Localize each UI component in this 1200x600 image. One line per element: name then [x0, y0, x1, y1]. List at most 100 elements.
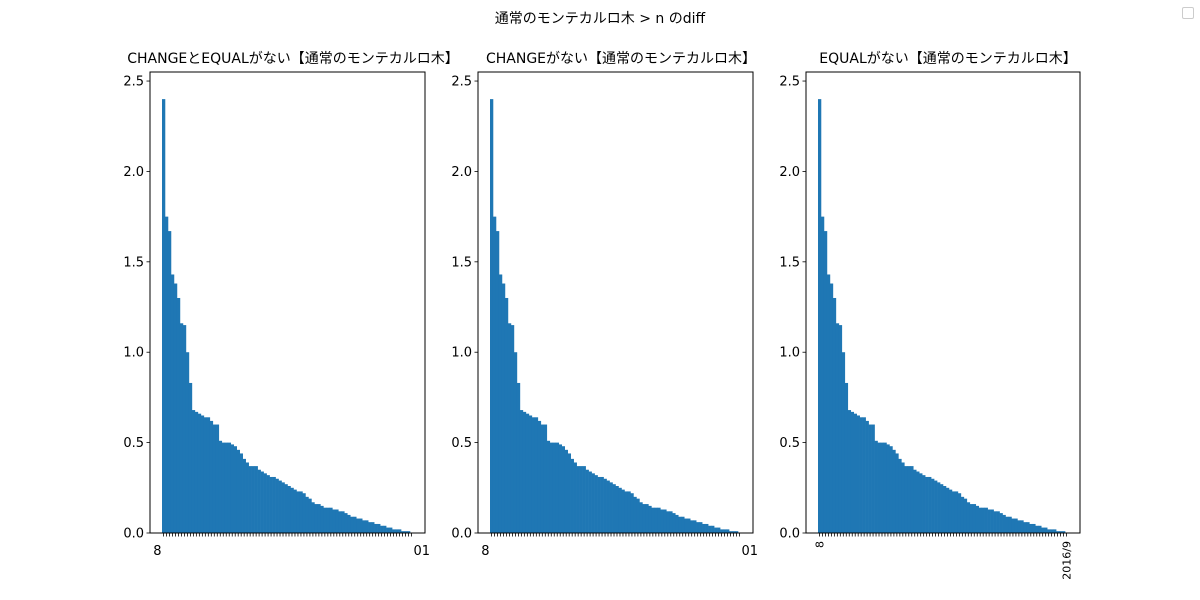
bar [305, 496, 309, 533]
x-tick-label: 8 [813, 541, 826, 548]
bar [284, 484, 288, 533]
bar [490, 99, 494, 534]
bar [820, 216, 825, 533]
bar [248, 466, 252, 533]
bar [907, 466, 911, 533]
bar [170, 274, 175, 533]
bar [558, 444, 563, 533]
bar [242, 458, 246, 533]
bar [657, 507, 661, 533]
y-tick-label: 0.5 [451, 436, 472, 451]
bar [925, 476, 929, 533]
bar [975, 505, 980, 533]
bar [823, 231, 828, 533]
bar [732, 531, 736, 533]
bar [585, 469, 589, 533]
bar [510, 325, 515, 533]
bar [492, 216, 497, 533]
bar [236, 449, 240, 533]
y-tick-label: 2.5 [451, 75, 472, 90]
y-tick-label: 2.0 [779, 165, 800, 180]
bar [627, 491, 631, 533]
bar [969, 504, 974, 533]
bar [818, 99, 822, 534]
y-tick-label: 1.0 [451, 346, 472, 361]
bar [853, 413, 857, 533]
bar [826, 274, 831, 533]
bar [233, 446, 237, 533]
bar [329, 507, 333, 533]
bar [711, 525, 715, 533]
bar [588, 471, 592, 533]
bar [516, 382, 521, 533]
bar [951, 491, 956, 533]
bar [368, 522, 372, 533]
bar [278, 480, 282, 533]
bar [615, 486, 619, 533]
bar [883, 442, 887, 533]
bar [916, 471, 920, 533]
bar [945, 487, 950, 533]
bar [1011, 518, 1015, 533]
bar [353, 516, 357, 533]
bar [504, 297, 509, 533]
bar [197, 413, 202, 533]
bar [1038, 525, 1042, 533]
bar [919, 473, 923, 533]
bar [1050, 529, 1054, 533]
bar [699, 522, 703, 533]
bar [597, 476, 601, 533]
bar [984, 507, 988, 533]
bar [702, 523, 706, 533]
bar [576, 466, 580, 533]
subplot-change-none: CHANGEがない【通常のモンテカルロ木】 0.0 0.5 1.0 1.5 2.0 2.5… [451, 51, 758, 559]
legend-handle [1182, 7, 1194, 19]
bar [540, 424, 545, 533]
bar [1026, 522, 1030, 533]
bar [1032, 523, 1036, 533]
bar [224, 442, 229, 533]
bar [341, 511, 345, 533]
bar [299, 491, 303, 533]
bar [937, 482, 941, 533]
bar [365, 520, 369, 533]
bar [666, 511, 670, 533]
bar [1023, 522, 1027, 533]
bar [859, 417, 863, 533]
bar [726, 529, 730, 533]
bar [931, 478, 935, 533]
bar [320, 505, 324, 533]
y-tick-label: 2.5 [779, 75, 800, 90]
bar [1029, 523, 1033, 533]
bar [1014, 518, 1018, 533]
bar [636, 498, 640, 533]
bar [513, 352, 518, 533]
subplot-title: CHANGEがない【通常のモンテカルロ木】 [486, 51, 756, 67]
bar [895, 453, 899, 533]
bar [948, 489, 953, 533]
bar [377, 523, 381, 533]
bar [549, 442, 554, 533]
bar [1020, 520, 1024, 533]
bar [389, 527, 393, 533]
bar [847, 410, 852, 533]
bar [263, 473, 267, 533]
bar [257, 469, 261, 533]
bar [1002, 514, 1006, 533]
bar [654, 507, 658, 533]
y-tick-label: 0.5 [123, 436, 144, 451]
bar [669, 511, 673, 533]
bar [296, 491, 300, 533]
y-tick-label: 2.5 [123, 75, 144, 90]
bar [167, 231, 172, 533]
bar [230, 444, 235, 533]
bar [525, 413, 530, 533]
x-tick-label: 8 [481, 544, 489, 559]
bar [675, 514, 679, 533]
bar [696, 522, 700, 533]
bar [531, 417, 536, 533]
bar [398, 529, 402, 533]
bar [630, 493, 634, 533]
bar [173, 283, 178, 533]
